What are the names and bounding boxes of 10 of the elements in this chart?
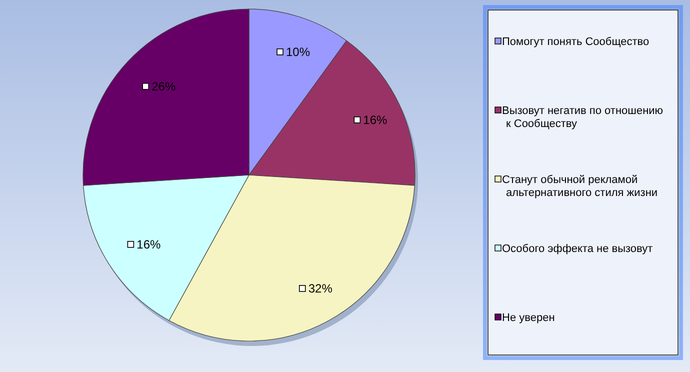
legend-label: Не уверен	[502, 312, 555, 324]
legend-label: Станут обычной рекламой альтернативного стиля жизни	[502, 174, 658, 199]
data-label: 16%	[363, 112, 388, 127]
legend-label: Особого эффекта не вызовут	[502, 243, 653, 255]
legend-label: Вызовут негатив по отношению к Сообществу	[502, 105, 664, 130]
data-label: 32%	[308, 281, 333, 296]
data-label: 16%	[136, 237, 162, 252]
data-label: 26%	[152, 79, 176, 94]
legend-label: Помогут понять Сообщество	[502, 36, 650, 48]
data-label: 10%	[286, 44, 310, 59]
